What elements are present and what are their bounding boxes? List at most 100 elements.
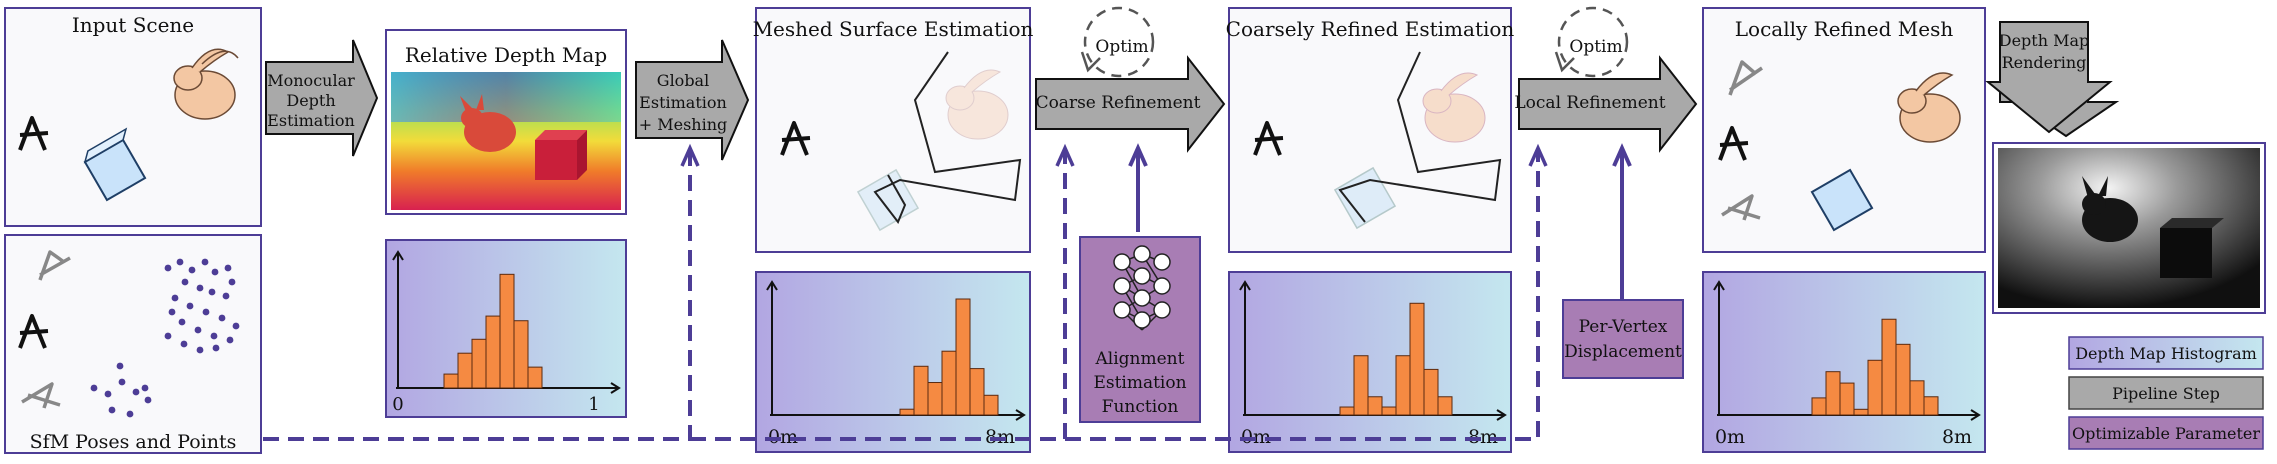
sfm-point <box>194 326 202 334</box>
step-label: Monocular <box>267 71 355 90</box>
mesh-surface-line <box>1338 51 1502 223</box>
sfm-data-connectors <box>263 152 1540 441</box>
camera-icon <box>1718 126 1749 161</box>
histogram-bar <box>1409 302 1425 416</box>
sfm-point <box>164 264 172 272</box>
step-label: Depth <box>286 91 335 110</box>
histogram-bar <box>457 352 473 389</box>
bunny-icon <box>945 69 1009 140</box>
meshed-surface-title: Meshed Surface Estimation <box>753 17 1034 41</box>
sfm-point <box>186 302 194 310</box>
local-title: Locally Refined Mesh <box>1735 17 1954 41</box>
sfm-point <box>226 336 234 344</box>
bunny-icon <box>173 48 239 120</box>
sfm-point <box>224 264 232 272</box>
histogram-bar <box>899 408 915 416</box>
histogram-bar <box>443 373 459 389</box>
sfm-point <box>104 390 112 398</box>
coarse-title: Coarsely Refined Estimation <box>1226 17 1515 41</box>
histogram-bar <box>527 366 543 389</box>
sfm-point <box>232 322 240 330</box>
camera-icon <box>780 121 811 156</box>
bunny-icon <box>1422 72 1486 143</box>
sfm-point <box>178 318 186 326</box>
optim-label: Optim <box>1569 37 1622 57</box>
camera-icon <box>21 382 61 409</box>
sfm-point <box>90 384 98 392</box>
sfm-point <box>164 332 172 340</box>
histogram-bar <box>499 273 515 389</box>
step-global: Global Estimation + Meshing <box>635 39 750 161</box>
step-label: Estimation <box>639 93 727 112</box>
param-per-vertex: Per-Vertex Displacement <box>1562 299 1684 379</box>
meshed-histogram-panel: 0m 8m <box>755 271 1031 453</box>
step-label: Depth Map <box>1999 31 2090 50</box>
sfm-point <box>141 384 149 392</box>
cube-icon <box>83 127 147 202</box>
histogram-bar <box>1423 368 1439 416</box>
sfm-point <box>188 266 196 274</box>
sfm-point <box>210 332 218 340</box>
legend-swatch-param <box>2068 416 2264 450</box>
sfm-point <box>171 294 179 302</box>
sfm-point <box>196 284 204 292</box>
step-label: Coarse Refinement <box>1036 93 1201 113</box>
cube-icon <box>1333 166 1397 230</box>
axis-max-label: 8m <box>1942 426 1972 448</box>
local-histogram-panel: 0m 8m <box>1702 271 1986 453</box>
legend-swatch-step <box>2068 376 2264 410</box>
step-local-refinement: Local Refinement <box>1514 55 1698 153</box>
axis-max-label: 8m <box>1468 426 1498 448</box>
legend-label: Depth Map Histogram <box>2075 344 2257 363</box>
camera-icon <box>1728 60 1763 96</box>
axis-min-label: 0 <box>392 394 403 415</box>
histogram-bar <box>913 365 929 416</box>
relative-depth-title: Relative Depth Map <box>405 43 607 67</box>
step-label: Estimation <box>267 111 355 130</box>
step-label: Rendering <box>2002 53 2087 72</box>
camera-icon <box>1721 194 1761 221</box>
param-label: Estimation <box>1093 373 1186 393</box>
histogram-bar <box>1395 355 1411 416</box>
step-label: Local Refinement <box>1514 93 1665 113</box>
bunny-silhouette <box>460 94 516 152</box>
optim-label: Optim <box>1095 37 1148 57</box>
histogram-bar <box>471 338 487 389</box>
sfm-point <box>218 314 226 322</box>
camera-icon <box>18 314 49 349</box>
cube-silhouette <box>2160 218 2224 278</box>
legend-label: Pipeline Step <box>2112 384 2220 403</box>
axis-min-label: 0m <box>768 426 798 448</box>
param-alignment: Alignment Estimation Function <box>1079 236 1201 423</box>
camera-icon <box>1253 121 1284 156</box>
input-scene-panel: Input Scene <box>4 7 262 227</box>
bunny-silhouette <box>2082 176 2138 242</box>
sfm-title: SfM Poses and Points <box>30 431 237 453</box>
histogram-bar <box>1381 406 1397 416</box>
sfm-point <box>176 258 184 266</box>
histogram-bar <box>955 298 971 416</box>
sfm-point <box>196 346 204 354</box>
cube-icon <box>1810 168 1874 232</box>
relative-histogram-panel: 0 1 <box>385 239 627 418</box>
sfm-panel: SfM Poses and Points <box>4 234 262 454</box>
histogram-bar <box>1353 355 1369 416</box>
optim-loop-local: Optim <box>1554 6 1629 78</box>
step-depth-rendering: Depth Map Rendering <box>1985 21 2120 138</box>
sfm-point <box>118 378 126 386</box>
histogram-bar <box>1853 408 1869 416</box>
sfm-point <box>116 362 124 370</box>
histogram-bar <box>1437 396 1453 416</box>
sfm-point <box>126 410 134 418</box>
local-panel: Locally Refined Mesh <box>1702 7 1986 253</box>
param-label: Displacement <box>1564 342 1682 362</box>
histogram-bar <box>1895 343 1911 416</box>
histogram-bar <box>1923 396 1939 416</box>
step-monocular: Monocular Depth Estimation <box>265 39 379 157</box>
sfm-point <box>180 340 188 348</box>
meshed-histogram-bars <box>899 298 999 416</box>
sfm-point <box>208 288 216 296</box>
histogram-bar <box>513 320 529 389</box>
histogram-bar <box>1909 380 1925 416</box>
